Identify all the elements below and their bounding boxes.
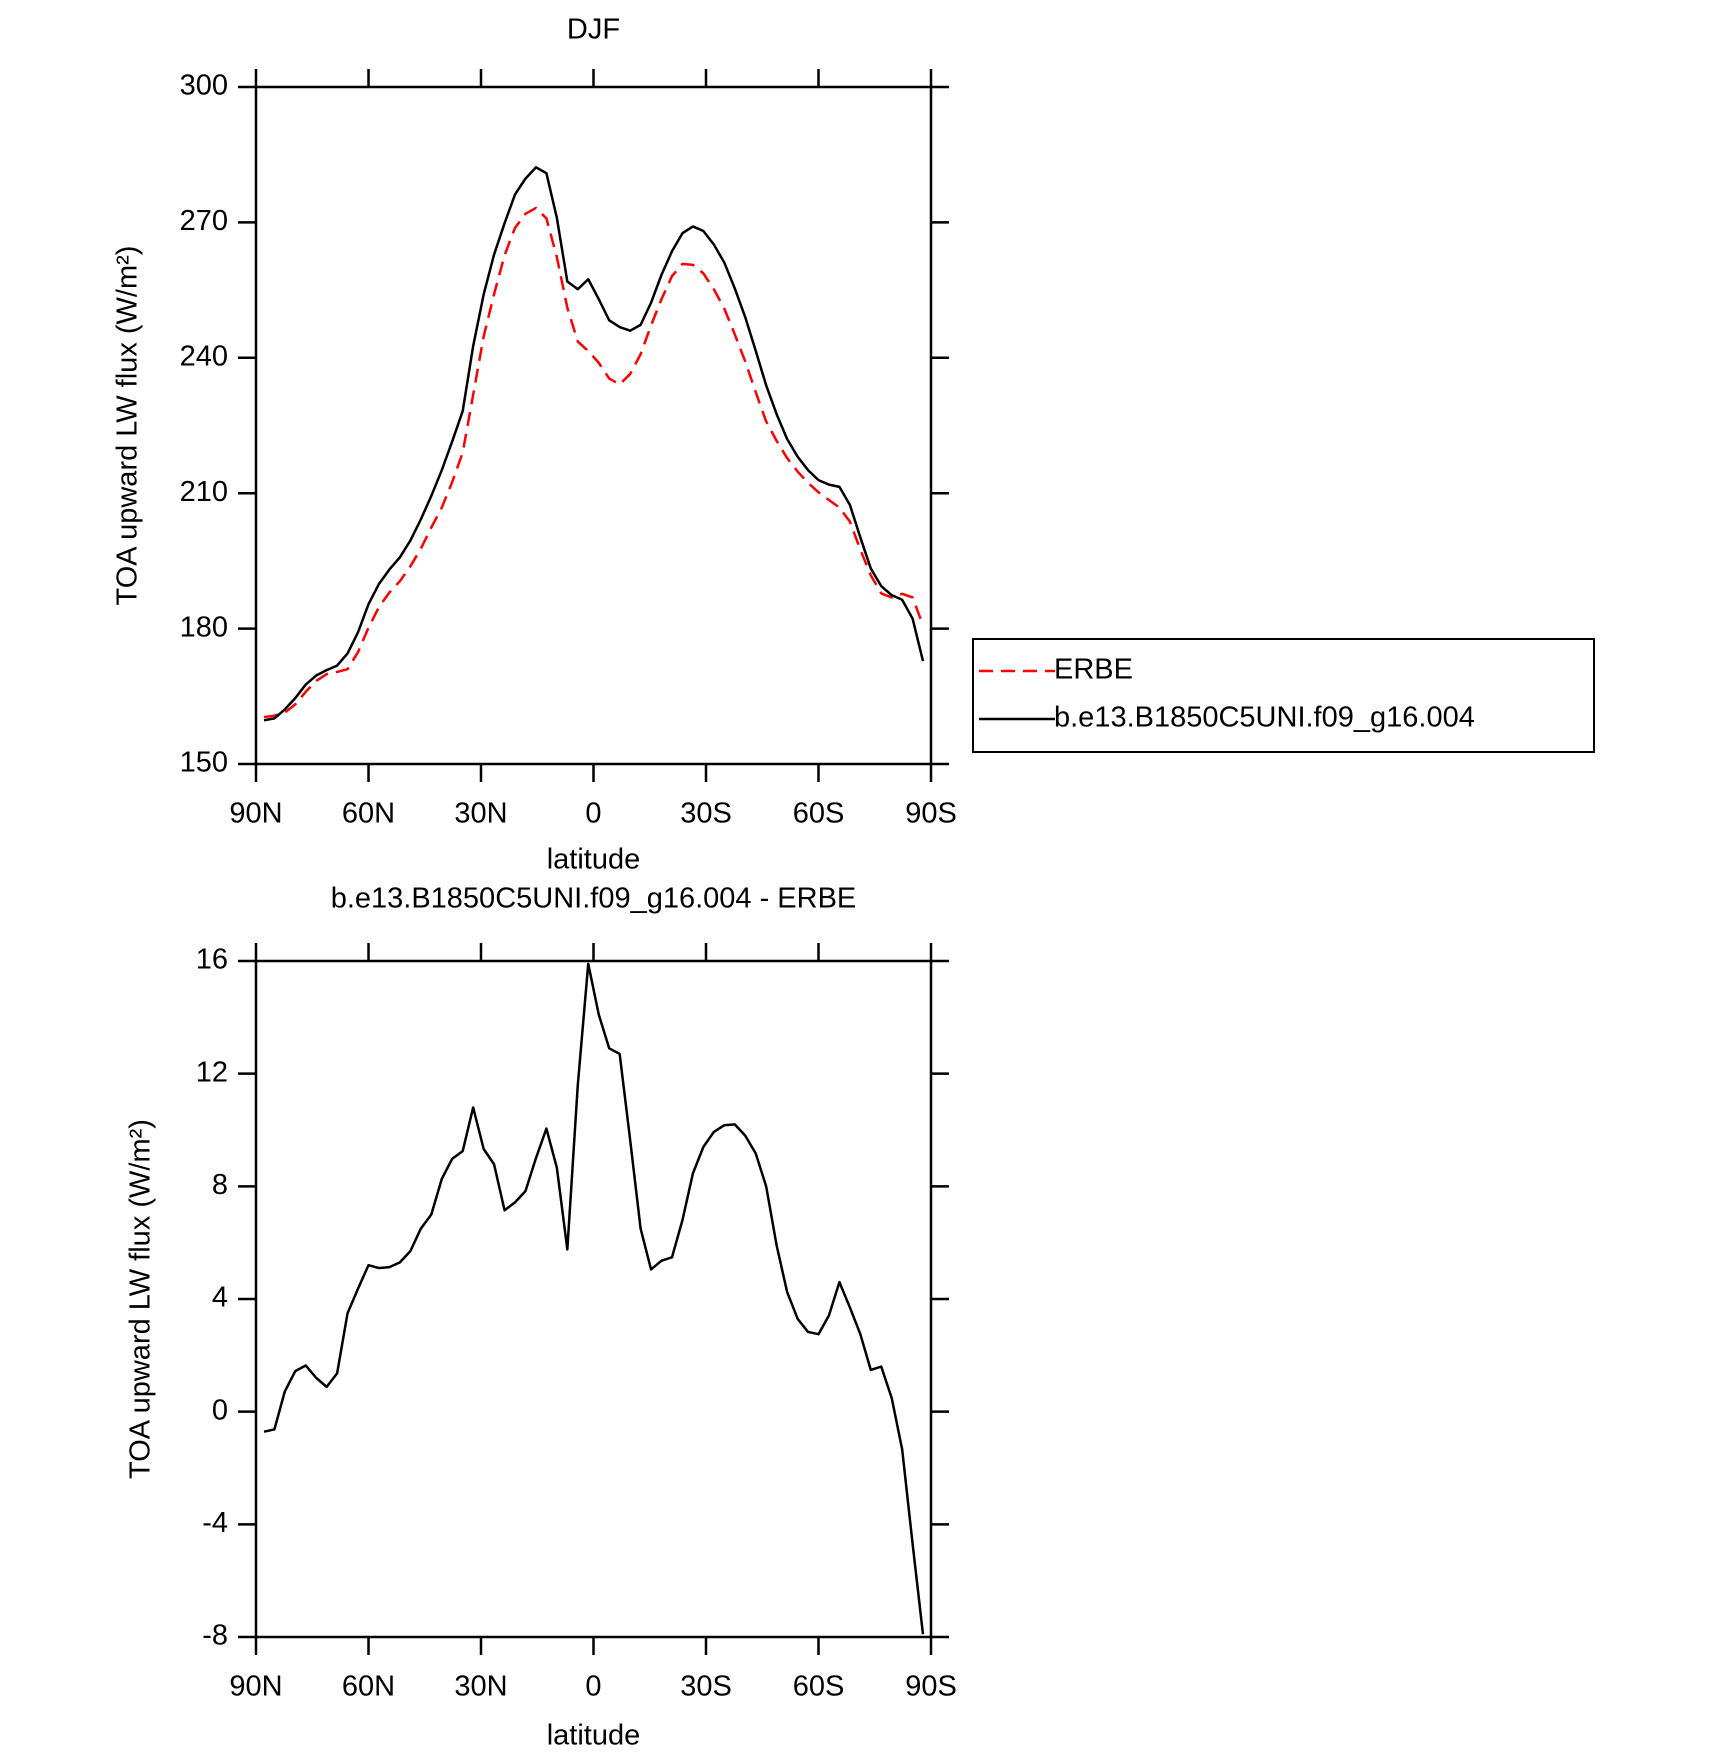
x-tick-label: 0 — [585, 798, 601, 830]
legend-label: ERBE — [1054, 654, 1133, 686]
x-axis-label: latitude — [547, 1720, 641, 1752]
x-tick-label: 60S — [793, 798, 845, 830]
y-tick-label: 8 — [212, 1169, 228, 1201]
x-tick-label: 60N — [342, 798, 395, 830]
y-tick-label: 270 — [180, 205, 228, 237]
plot-frame — [254, 959, 933, 1639]
x-tick-label: 90S — [905, 798, 957, 830]
legend-label: b.e13.B1850C5UNI.f09_g16.004 — [1054, 702, 1475, 734]
y-axis-label: TOA upward LW flux (W/m²) — [112, 246, 144, 606]
x-tick-label: 90N — [229, 1671, 282, 1703]
data-line — [263, 206, 925, 719]
x-tick-label: 30S — [680, 798, 732, 830]
x-tick-label: 90S — [905, 1671, 957, 1703]
y-tick-label: 4 — [212, 1282, 228, 1314]
y-tick-label: 12 — [196, 1056, 228, 1088]
x-tick-label: 30S — [680, 1671, 732, 1703]
chart-title: DJF — [567, 14, 620, 46]
data-line — [263, 962, 925, 1635]
x-tick-label: 60S — [793, 1671, 845, 1703]
chart-title: b.e13.B1850C5UNI.f09_g16.004 - ERBE — [331, 883, 857, 915]
x-tick-label: 0 — [585, 1671, 601, 1703]
y-tick-label: 16 — [196, 944, 228, 976]
x-tick-label: 90N — [229, 798, 282, 830]
y-tick-label: 180 — [180, 611, 228, 643]
y-tick-label: 210 — [180, 476, 228, 508]
x-tick-label: 60N — [342, 1671, 395, 1703]
y-tick-label: -8 — [202, 1620, 228, 1652]
y-axis-label: TOA upward LW flux (W/m²) — [125, 1119, 157, 1479]
y-tick-label: 240 — [180, 340, 228, 372]
plot-frame — [254, 85, 933, 766]
y-tick-label: 150 — [180, 747, 228, 779]
y-tick-label: 300 — [180, 70, 228, 102]
y-tick-label: 0 — [212, 1394, 228, 1426]
x-tick-label: 30N — [454, 798, 507, 830]
x-tick-label: 30N — [454, 1671, 507, 1703]
data-line — [263, 166, 925, 722]
x-axis-label: latitude — [547, 844, 641, 876]
legend-box — [972, 638, 1595, 753]
y-tick-label: -4 — [202, 1507, 228, 1539]
